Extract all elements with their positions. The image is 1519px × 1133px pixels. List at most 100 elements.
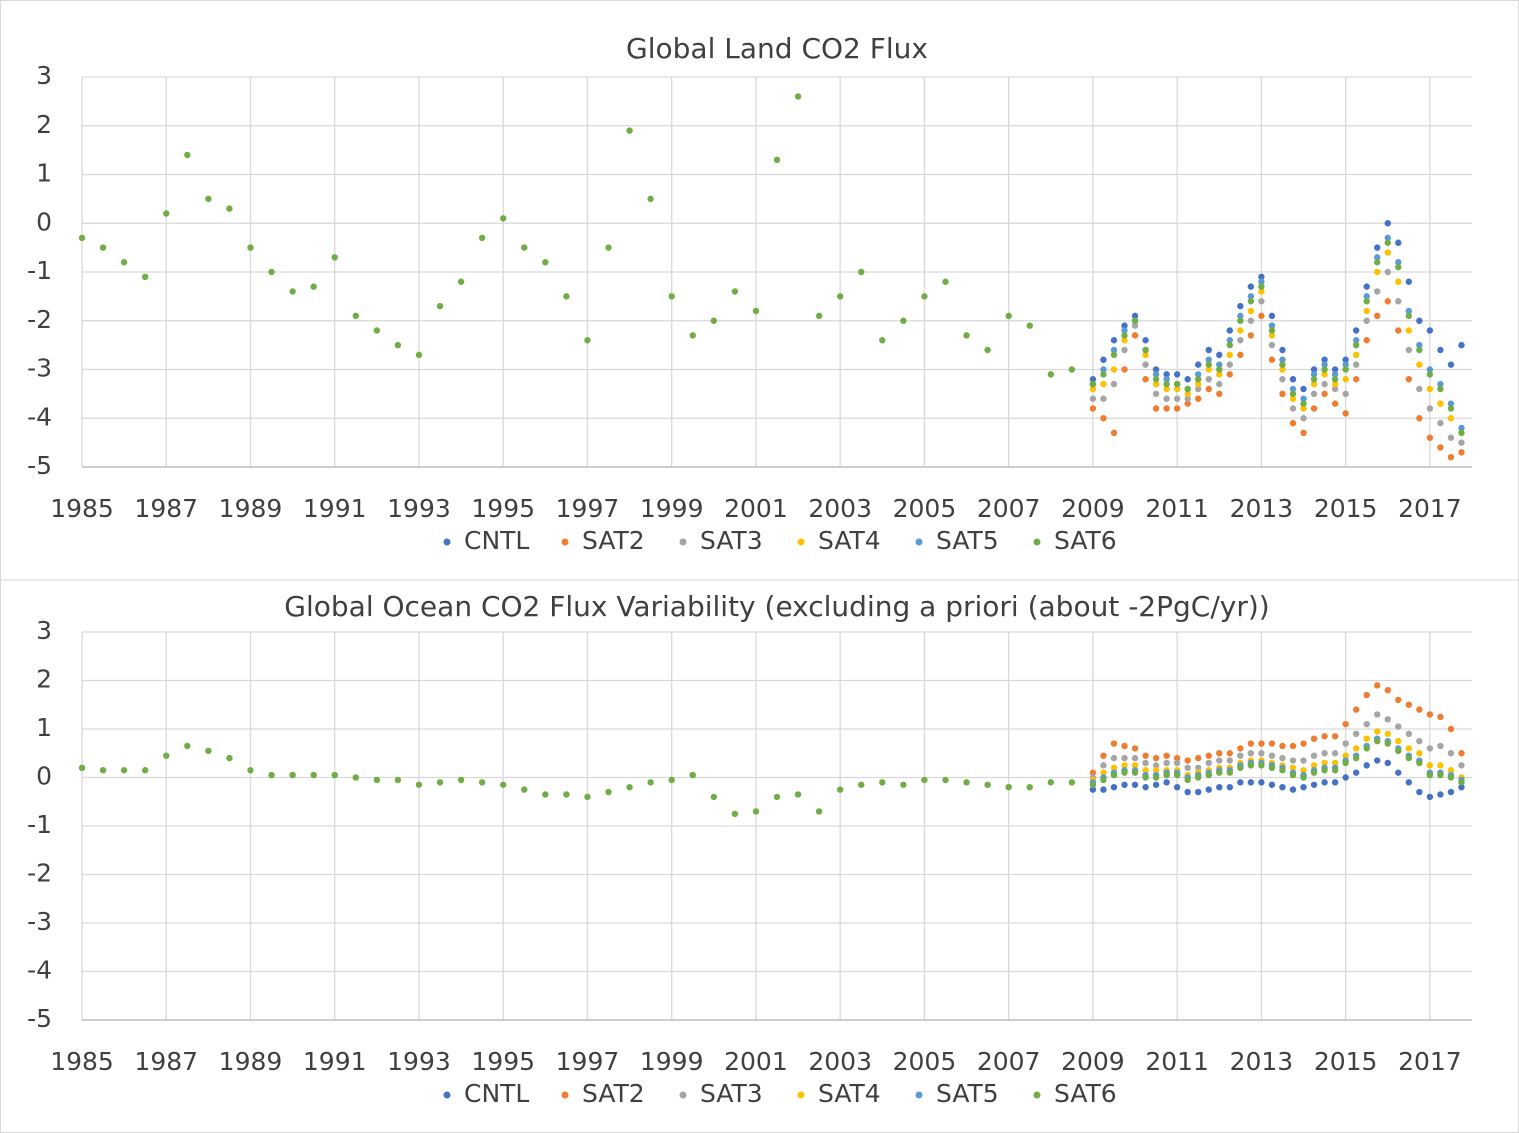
data-point: [563, 293, 570, 300]
data-point: [1279, 767, 1286, 774]
data-point: [1416, 341, 1423, 349]
data-point: [1426, 771, 1434, 779]
data-point: [1384, 730, 1391, 738]
data-point: [184, 742, 191, 750]
data-point: [247, 767, 254, 774]
x-tick-label: 1991: [303, 1047, 367, 1076]
data-point: [1342, 740, 1349, 747]
data-point: [1331, 385, 1339, 393]
data-point: [1289, 390, 1297, 398]
data-point: [1100, 380, 1107, 388]
data-point: [1374, 254, 1381, 261]
data-point: [1237, 745, 1244, 752]
data-point: [1458, 439, 1465, 446]
data-point: [120, 259, 128, 266]
data-point: [542, 791, 549, 798]
data-point: [1121, 762, 1128, 769]
data-point: [1289, 419, 1297, 427]
data-point: [1089, 395, 1097, 402]
data-point: [1205, 376, 1212, 383]
data-point: [1152, 774, 1160, 781]
data-point: [1173, 380, 1181, 388]
data-point: [773, 793, 781, 801]
data-point: [1289, 385, 1297, 393]
data-point: [1374, 259, 1381, 266]
data-point: [478, 779, 486, 786]
data-point: [1363, 745, 1370, 752]
data-point: [1205, 366, 1212, 373]
data-point: [1195, 788, 1202, 796]
data-point: [1279, 390, 1286, 398]
data-point: [1216, 361, 1223, 368]
data-point: [689, 771, 696, 779]
legend-label: CNTL: [464, 1079, 529, 1108]
data-point: [710, 793, 718, 801]
data-point: [1195, 754, 1202, 762]
data-point: [1426, 385, 1434, 393]
data-point: [1205, 361, 1212, 368]
data-point: [1258, 273, 1265, 281]
data-point: [289, 771, 296, 779]
data-point: [984, 346, 991, 354]
data-point: [1352, 706, 1360, 713]
data-point: [1395, 723, 1402, 730]
data-point: [1447, 774, 1455, 781]
data-point: [1247, 332, 1255, 339]
legend-label: SAT6: [1054, 1079, 1117, 1108]
data-point: [1195, 380, 1202, 388]
legend-marker: [915, 538, 923, 546]
data-point: [1142, 376, 1149, 383]
data-point: [1342, 376, 1349, 383]
data-point: [1184, 390, 1191, 398]
data-point: [1405, 346, 1413, 354]
data-point: [1100, 776, 1107, 784]
data-point: [1247, 779, 1255, 786]
x-tick-label: 2011: [1145, 1047, 1209, 1076]
data-point: [1310, 735, 1318, 742]
data-point: [1352, 730, 1360, 738]
data-point: [1395, 747, 1402, 755]
data-point: [984, 781, 991, 788]
data-point: [1310, 366, 1318, 373]
data-point: [647, 195, 654, 203]
data-point: [1247, 293, 1255, 300]
data-point: [1163, 752, 1170, 759]
data-point: [1437, 346, 1444, 354]
data-point: [1226, 361, 1234, 368]
data-point: [1195, 774, 1202, 781]
x-tick-label: 2015: [1314, 1047, 1378, 1076]
data-point: [1426, 405, 1434, 412]
data-point: [1131, 322, 1139, 329]
data-point: [1310, 752, 1318, 759]
data-point: [1352, 351, 1360, 359]
legend-label: SAT4: [818, 526, 881, 555]
data-point: [184, 151, 191, 159]
data-point: [1300, 400, 1307, 407]
data-point: [1121, 327, 1128, 334]
data-point: [1321, 759, 1328, 767]
data-point: [1310, 371, 1318, 378]
data-point: [1237, 752, 1244, 759]
data-point: [1173, 759, 1181, 767]
data-point: [1173, 771, 1181, 779]
data-point: [1163, 779, 1170, 786]
data-point: [1110, 429, 1118, 437]
data-point: [1173, 784, 1181, 791]
data-point: [1100, 752, 1107, 759]
data-point: [1289, 764, 1297, 771]
data-point: [1321, 361, 1328, 368]
data-point: [373, 776, 381, 784]
x-tick-label: 1987: [134, 494, 198, 523]
data-point: [1437, 419, 1444, 427]
data-point: [268, 771, 275, 779]
data-point: [1110, 351, 1118, 359]
data-point: [1405, 278, 1413, 285]
data-point: [1300, 784, 1307, 791]
data-point: [1047, 779, 1054, 786]
data-point: [1279, 346, 1286, 354]
data-point: [1405, 307, 1413, 315]
data-point: [1131, 769, 1139, 776]
data-point: [1268, 312, 1276, 320]
data-point: [1310, 405, 1318, 412]
data-point: [436, 302, 444, 310]
